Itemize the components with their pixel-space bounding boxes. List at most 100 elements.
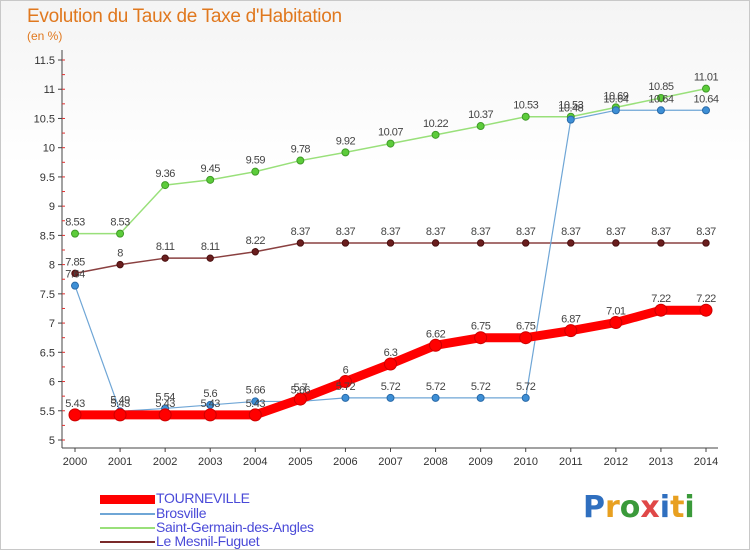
data-label: 6.75 xyxy=(471,321,491,333)
data-label: 5.54 xyxy=(155,391,175,403)
data-point xyxy=(702,106,710,115)
data-point xyxy=(429,338,443,352)
x-tick-label: 2006 xyxy=(333,456,357,468)
y-tick-label: 5 xyxy=(49,435,55,447)
legend-label: Brosville xyxy=(156,505,207,521)
data-point xyxy=(116,229,125,238)
y-tick-label: 9 xyxy=(49,201,55,213)
data-label: 5.43 xyxy=(65,398,85,410)
legend-swatch xyxy=(100,494,155,504)
data-point xyxy=(564,324,578,338)
data-point xyxy=(566,115,575,124)
data-point xyxy=(71,229,79,238)
data-point xyxy=(338,375,352,389)
data-point xyxy=(251,248,259,256)
data-label: 5.43 xyxy=(110,398,130,410)
data-label: 11.01 xyxy=(694,72,719,84)
data-point xyxy=(521,112,530,121)
data-label: 10.64 xyxy=(693,93,718,105)
logo-letter: o xyxy=(619,490,641,525)
x-tick-label: 2014 xyxy=(694,456,718,468)
data-point xyxy=(158,408,172,422)
data-label: 8.53 xyxy=(110,217,130,229)
data-label: 10.64 xyxy=(648,93,673,105)
data-label: 5.43 xyxy=(246,398,266,410)
y-tick-label: 11.5 xyxy=(34,55,55,67)
data-label: 5.66 xyxy=(291,384,311,396)
data-label: 5.72 xyxy=(336,381,356,393)
data-label: 8.37 xyxy=(426,226,446,238)
proxiti-logo: Proxiti xyxy=(583,490,695,525)
data-point xyxy=(474,331,488,345)
data-label: 7.22 xyxy=(696,293,716,305)
y-tick-label: 7 xyxy=(49,318,55,330)
data-label: 8.11 xyxy=(201,241,220,253)
y-tick-label: 5.5 xyxy=(40,406,55,418)
data-point xyxy=(702,84,710,93)
data-label: 8.53 xyxy=(65,217,85,229)
data-point xyxy=(656,106,665,115)
data-label: 6.62 xyxy=(426,328,446,340)
data-label: 5.49 xyxy=(110,394,130,406)
legend-swatch xyxy=(100,541,155,543)
data-label: 10.53 xyxy=(513,100,538,112)
y-tick-label: 6.5 xyxy=(40,347,55,359)
data-label: 6.87 xyxy=(561,314,581,326)
chart-subtitle: (en %) xyxy=(27,29,63,43)
data-point xyxy=(68,408,82,422)
data-label: 10.37 xyxy=(468,109,493,121)
data-label: 8.37 xyxy=(291,226,311,238)
data-label: 7.64 xyxy=(65,269,85,281)
data-label: 5.43 xyxy=(155,398,175,410)
logo-letter: i xyxy=(659,490,671,525)
y-tick-label: 7.5 xyxy=(40,289,55,301)
data-point xyxy=(248,408,262,422)
y-tick-label: 6 xyxy=(49,377,55,389)
data-point xyxy=(251,167,260,176)
data-point xyxy=(296,239,305,247)
data-point xyxy=(251,397,260,406)
data-point xyxy=(161,181,170,190)
data-point xyxy=(476,122,485,131)
data-point xyxy=(431,130,440,139)
data-point xyxy=(203,408,217,422)
data-point xyxy=(657,239,665,247)
y-tick-label: 8 xyxy=(49,260,55,272)
data-point xyxy=(386,139,395,148)
data-label: 9.78 xyxy=(291,144,311,156)
x-tick-label: 2000 xyxy=(63,456,87,468)
data-label: 10.85 xyxy=(648,81,673,93)
x-tick-label: 2013 xyxy=(649,456,673,468)
data-label: 8.37 xyxy=(336,226,356,238)
data-label: 8.37 xyxy=(471,226,491,238)
data-point xyxy=(612,239,620,247)
data-point xyxy=(116,260,124,269)
data-point xyxy=(71,269,79,278)
data-point xyxy=(296,156,305,165)
data-point xyxy=(384,357,397,371)
data-label: 9.45 xyxy=(201,163,221,175)
data-point xyxy=(71,281,79,290)
data-label: 5.72 xyxy=(516,381,536,393)
legend-swatch xyxy=(100,527,155,529)
y-tick-label: 11 xyxy=(44,84,55,96)
legend-label: TOURNEVILLE xyxy=(156,490,250,506)
logo-letter: P xyxy=(583,490,605,525)
x-tick-label: 2005 xyxy=(288,456,312,468)
data-point xyxy=(519,331,533,345)
data-label: 8.37 xyxy=(696,226,716,238)
data-label: 9.59 xyxy=(246,155,266,167)
x-tick-label: 2004 xyxy=(243,456,267,468)
data-label: 6.75 xyxy=(516,321,536,333)
data-label: 10.22 xyxy=(423,118,448,130)
y-tick-label: 10 xyxy=(43,143,55,155)
data-label: 5.6 xyxy=(203,388,217,400)
logo-letter: i xyxy=(684,490,695,525)
x-tick-label: 2002 xyxy=(153,456,177,468)
y-tick-label: 9.5 xyxy=(40,172,55,184)
data-point xyxy=(656,94,665,102)
logo-letter: r xyxy=(605,490,620,525)
legend-label: Saint-Germain-des-Angles xyxy=(156,519,314,535)
data-label: 10.48 xyxy=(558,103,583,115)
